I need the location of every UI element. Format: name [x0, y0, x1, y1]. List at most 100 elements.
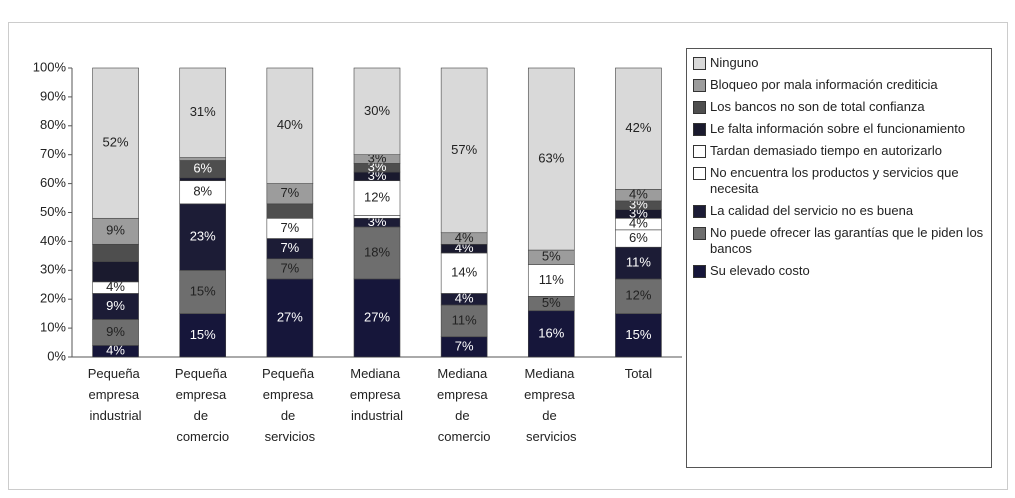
data-label: 31% [190, 104, 216, 119]
data-label: 4% [106, 279, 125, 294]
bar-segment [266, 203, 314, 219]
x-tick-label-line: empresa [350, 387, 404, 402]
chart-frame [8, 22, 1008, 490]
data-label: 9% [106, 223, 125, 238]
bar-segment [440, 67, 488, 234]
legend-swatch [693, 123, 706, 136]
legend-item: Le falta información sobre el funcionami… [693, 121, 985, 137]
data-label: 11% [539, 272, 564, 287]
bar-segment [92, 261, 139, 283]
legend-label: Bloqueo por mala información crediticia [710, 77, 938, 92]
x-tick-label-line: de [281, 408, 299, 423]
data-label: 7% [280, 185, 299, 200]
legend-swatch [693, 101, 706, 114]
x-tick-label-line: servicios [526, 429, 577, 444]
data-label: 6% [193, 161, 212, 176]
x-tick-label-line: empresa [263, 387, 317, 402]
legend-swatch [693, 227, 706, 240]
legend-item: No encuentra los productos y servicios q… [693, 165, 985, 197]
bar-segment [179, 177, 227, 182]
legend: Ninguno Bloqueo por mala información cred… [686, 48, 992, 468]
y-tick-label: 60% [40, 175, 66, 190]
x-tick-label-line: Total [625, 366, 653, 381]
data-label: 7% [280, 220, 299, 235]
data-label: 5% [542, 249, 561, 264]
legend-item: Su elevado costo [693, 263, 985, 279]
bar-segment [179, 157, 227, 161]
data-label: 4% [106, 343, 125, 358]
legend-swatch [693, 167, 706, 180]
x-tick-label-line: empresa [437, 387, 491, 402]
data-label: 7% [280, 240, 299, 255]
data-label: 7% [455, 338, 474, 353]
y-tick-label: 30% [40, 262, 66, 277]
data-label: 27% [364, 309, 390, 324]
bar-segment [92, 67, 139, 219]
data-label: 5% [542, 295, 561, 310]
data-label: 27% [277, 309, 303, 324]
y-tick-label: 80% [40, 117, 66, 132]
x-tick-label: Pequeña empresa industrial [88, 366, 144, 423]
x-tick-label: Mediana empresa industrial [350, 366, 404, 423]
legend-swatch [693, 265, 706, 278]
bar-segment [527, 310, 575, 358]
y-tick-label: 20% [40, 291, 66, 306]
legend-label: No puede ofrecer las garantías que le pi… [710, 225, 984, 256]
y-tick-label: 0% [47, 348, 66, 363]
y-tick-label: 100% [33, 59, 67, 74]
data-label: 52% [103, 135, 129, 150]
x-tick-label-line: Mediana [350, 366, 403, 381]
x-tick-label-line: Mediana [525, 366, 578, 381]
bar-segment [353, 226, 401, 280]
data-label: 30% [364, 103, 390, 118]
legend-item: Tardan demasiado tiempo en autorizarlo [693, 143, 985, 159]
legend-swatch [693, 205, 706, 218]
x-tick-label-line: industrial [351, 408, 403, 423]
data-label: 8% [193, 184, 212, 199]
y-tick-label: 70% [40, 146, 66, 161]
x-tick-label: Total [625, 366, 653, 381]
data-label: 9% [106, 324, 125, 339]
y-tick-label: 40% [40, 233, 66, 248]
y-tick-label: 10% [40, 320, 66, 335]
data-label: 15% [625, 327, 651, 342]
data-label: 6% [629, 230, 648, 245]
data-label: 57% [451, 142, 477, 157]
data-label: 15% [190, 327, 216, 342]
bar-segment [615, 67, 662, 190]
data-label: 40% [277, 117, 303, 132]
legend-swatch [693, 145, 706, 158]
y-tick-label: 90% [40, 88, 66, 103]
bar-segment [615, 313, 662, 358]
bar-segment [179, 313, 227, 358]
x-tick-label-line: comercio [438, 429, 491, 444]
x-tick-label-line: Pequeña [88, 366, 144, 381]
legend-label: Ninguno [710, 55, 759, 70]
x-tick-label: Pequeña empresa de servicios [262, 366, 318, 444]
bar-segment [440, 252, 488, 294]
legend-item: Los bancos no son de total confianza [693, 99, 985, 115]
legend-swatch [693, 79, 706, 92]
bar-segment [353, 278, 401, 358]
bar-segment [92, 319, 139, 346]
data-label: 42% [625, 120, 651, 135]
bar-segment [266, 278, 314, 358]
legend-label: Su elevado costo [710, 263, 810, 278]
data-label: 9% [106, 298, 125, 313]
bar-segment [92, 243, 139, 262]
legend-label: No encuentra los productos y servicios q… [710, 165, 959, 196]
x-tick-label-line: de [194, 408, 212, 423]
x-tick-label-line: Pequeña [262, 366, 318, 381]
data-label: 7% [280, 260, 299, 275]
legend-label: La calidad del servicio no es buena [710, 203, 914, 218]
x-tick-label-line: servicios [265, 429, 316, 444]
bar-segment [527, 67, 575, 251]
legend-item: Bloqueo por mala información crediticia [693, 77, 985, 93]
data-label: 4% [629, 215, 648, 230]
legend-item: La calidad del servicio no es buena [693, 203, 985, 219]
legend-swatch [693, 57, 706, 70]
x-tick-label-line: empresa [524, 387, 578, 402]
data-label: 14% [451, 265, 477, 280]
bar-segment [527, 264, 575, 297]
